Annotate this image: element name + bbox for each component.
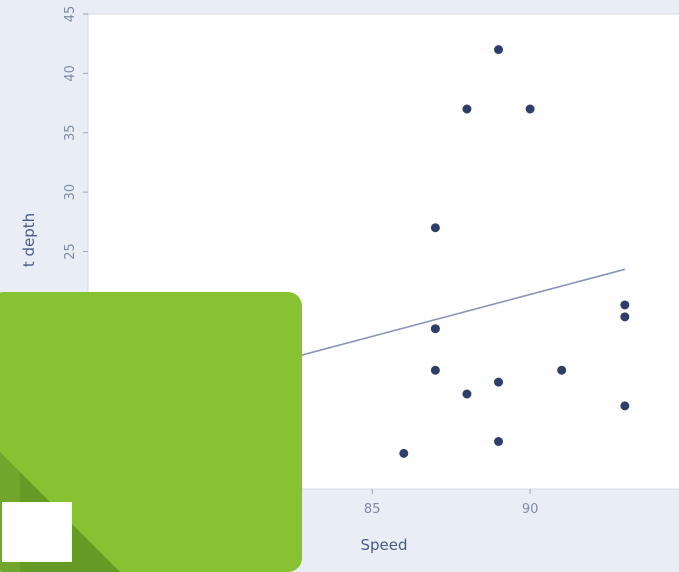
data-point bbox=[620, 300, 630, 310]
x-tick-label: 90 bbox=[522, 502, 539, 517]
data-point bbox=[557, 365, 567, 375]
y-tick-label: 30 bbox=[63, 184, 78, 201]
data-point bbox=[620, 312, 630, 322]
y-tick-label: 25 bbox=[63, 243, 78, 260]
data-point bbox=[525, 104, 535, 114]
data-point bbox=[494, 45, 504, 55]
green-overlay-card bbox=[0, 292, 302, 572]
data-point bbox=[494, 377, 504, 387]
x-axis-title: Speed bbox=[360, 536, 407, 554]
data-point bbox=[430, 365, 440, 375]
x-tick-label: 85 bbox=[364, 502, 381, 517]
y-tick-label: 35 bbox=[63, 124, 78, 141]
white-box bbox=[2, 502, 72, 562]
y-tick-label: 40 bbox=[63, 65, 78, 82]
data-point bbox=[462, 104, 472, 114]
data-point bbox=[462, 389, 472, 399]
data-point bbox=[430, 324, 440, 334]
y-axis: 25 30 35 40 45 bbox=[63, 6, 88, 260]
y-axis-title: t depth bbox=[20, 213, 38, 267]
data-point bbox=[430, 223, 440, 233]
y-tick-label: 45 bbox=[63, 6, 78, 23]
x-axis: 80859095 bbox=[206, 489, 539, 517]
data-point bbox=[494, 437, 504, 446]
data-point bbox=[399, 448, 409, 458]
data-point bbox=[620, 401, 630, 411]
